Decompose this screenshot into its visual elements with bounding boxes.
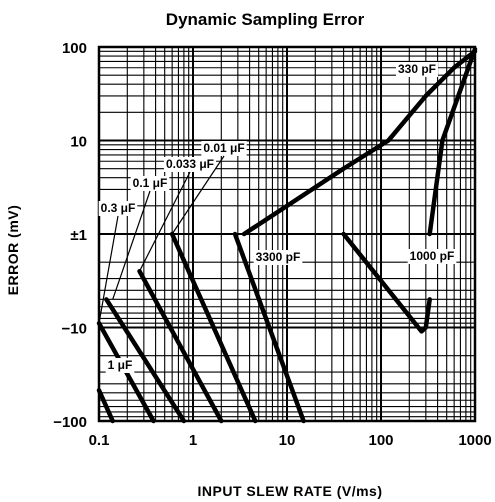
x-tick-label: 100 bbox=[368, 432, 393, 449]
series-label-background bbox=[105, 358, 135, 373]
series-line-1000-pf-rise bbox=[427, 46, 478, 237]
series-line-3300-pf bbox=[232, 231, 306, 424]
series-label: 0.1 μF bbox=[133, 176, 168, 190]
series-line-1-f bbox=[96, 388, 115, 424]
y-tick-label: −100 bbox=[53, 414, 87, 431]
series-label: 0.3 μF bbox=[101, 201, 136, 215]
tick-labels: 0.1 1 10 100 1000 100 10 ±1 −10 −100 bbox=[53, 40, 491, 449]
chart-title: Dynamic Sampling Error bbox=[166, 10, 365, 29]
series-label: 330 pF bbox=[398, 62, 436, 76]
series-labels: 1 μF 0.3 μF 0.1 μF 0.033 μF 0.01 μF 3300 pF 10… bbox=[98, 62, 457, 373]
x-axis-label: INPUT SLEW RATE (V/ms) bbox=[198, 483, 383, 499]
series-label: 1000 pF bbox=[410, 249, 455, 263]
series-line-0-1-f bbox=[104, 297, 187, 424]
series-label: 0.01 μF bbox=[203, 141, 244, 155]
series-line-0-033-f bbox=[137, 268, 224, 424]
x-tick-label: 1 bbox=[189, 432, 197, 449]
x-tick-label: 0.1 bbox=[89, 432, 110, 449]
series-line-330-pf bbox=[241, 49, 478, 237]
y-tick-label: 100 bbox=[62, 40, 87, 57]
series-line-1000-pf bbox=[341, 231, 432, 334]
y-tick-label: −10 bbox=[62, 321, 87, 338]
series-label-background bbox=[163, 157, 217, 172]
series-label-background bbox=[130, 176, 170, 191]
y-tick-label: 10 bbox=[70, 134, 87, 151]
series-line-0-01-f bbox=[169, 231, 258, 424]
y-axis-label: ERROR (mV) bbox=[5, 205, 21, 296]
series-label: 0.033 μF bbox=[166, 157, 214, 171]
series-label-background bbox=[201, 141, 247, 156]
x-tick-label: 1000 bbox=[458, 432, 491, 449]
series-label-background bbox=[407, 249, 457, 264]
label-pointer bbox=[112, 190, 151, 300]
label-pointer bbox=[98, 215, 119, 324]
label-pointer bbox=[171, 155, 225, 235]
label-pointer bbox=[139, 171, 191, 272]
y-tick-label: ±1 bbox=[70, 227, 87, 244]
x-tick-label: 10 bbox=[279, 432, 296, 449]
series-label-background bbox=[395, 62, 439, 77]
series-label-background bbox=[98, 201, 138, 216]
series-label: 1 μF bbox=[108, 358, 133, 372]
series-label: 3300 pF bbox=[256, 250, 301, 264]
series-label-background bbox=[253, 250, 303, 265]
